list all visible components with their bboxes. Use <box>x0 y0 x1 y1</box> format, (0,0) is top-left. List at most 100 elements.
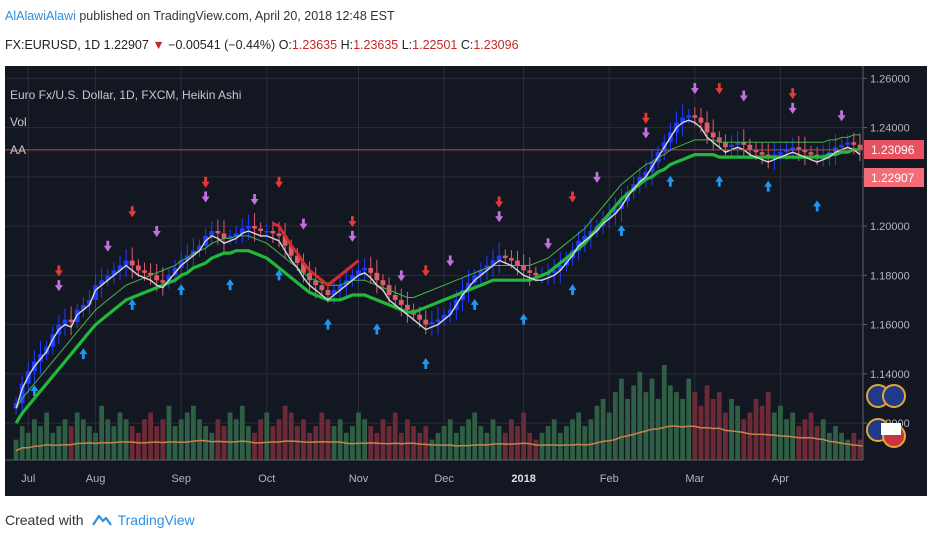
candle-body <box>692 115 698 118</box>
candle-body <box>276 233 282 236</box>
sell-arrow-icon <box>495 196 504 208</box>
volume-bar <box>62 419 68 460</box>
candle-body <box>741 142 747 145</box>
volume-bar <box>466 419 471 460</box>
candle-body <box>441 314 447 320</box>
volume-bar <box>649 378 655 460</box>
volume-bar <box>142 419 147 460</box>
signal-arrows <box>30 83 846 397</box>
candle-body <box>38 354 43 362</box>
ema-white-line <box>15 119 861 409</box>
volume-bar <box>710 398 716 460</box>
candle-body <box>307 272 312 281</box>
sell-arrow-icon <box>788 102 797 114</box>
x-tick-label: Feb <box>600 473 619 485</box>
candle-body <box>87 299 92 305</box>
event-icons[interactable] <box>866 384 906 448</box>
candle-body <box>368 267 374 273</box>
volume-bar <box>533 439 539 460</box>
candle-body <box>13 403 19 409</box>
candle-body <box>105 275 111 281</box>
candle-body <box>778 152 783 155</box>
volume-bar <box>588 419 594 460</box>
volume-bar <box>191 405 196 460</box>
volume-bar <box>233 419 239 460</box>
candle-body <box>723 142 728 148</box>
volume-bar <box>123 419 129 460</box>
volume-bar <box>582 426 588 460</box>
volume-bar <box>313 426 319 460</box>
sell-arrow-icon <box>201 176 210 188</box>
volume-bar <box>808 412 814 460</box>
volume-bar <box>117 412 123 460</box>
sell-arrow-icon <box>54 280 63 292</box>
volume-bar <box>490 419 496 460</box>
y-tick-label: 1.20000 <box>870 221 910 233</box>
flag-eu-icon-2[interactable] <box>882 384 906 408</box>
candle-body <box>417 314 423 320</box>
volume-bar <box>765 392 771 460</box>
ohlc-bar: FX:EURUSD, 1D 1.22907 ▼ −0.00541 (−0.44%… <box>5 38 519 52</box>
candle-body <box>784 149 789 153</box>
volume-bar <box>343 432 349 460</box>
candle-body <box>839 144 844 148</box>
author-link[interactable]: AlAlawiAlawi <box>5 9 76 23</box>
candle-body <box>515 260 520 266</box>
candle-body <box>704 122 710 133</box>
price-tag-upper-text: 1.23096 <box>871 143 915 157</box>
price-chart[interactable]: 1.260001.240001.220001.200001.180001.160… <box>5 66 927 496</box>
volume-bar <box>74 412 80 460</box>
sell-arrow-icon <box>544 238 553 250</box>
volume-bar <box>460 426 465 460</box>
volume-bar <box>496 426 502 460</box>
candle-body <box>619 201 624 209</box>
sell-arrow-icon <box>446 255 455 267</box>
volume-bar <box>851 432 857 460</box>
buy-arrow-icon <box>519 313 528 325</box>
candle-body <box>80 304 86 310</box>
volume-bar <box>386 426 392 460</box>
sell-arrow-icon <box>715 83 724 95</box>
volume-bar <box>25 432 31 460</box>
candle-body <box>123 260 129 266</box>
candle-body <box>496 255 502 261</box>
volume-ma-line <box>15 425 867 452</box>
volume-bar <box>667 385 673 460</box>
candle-body <box>637 176 643 185</box>
high-value: 1.23635 <box>353 38 399 52</box>
buy-arrow-icon <box>715 175 724 187</box>
volume-bar <box>576 412 582 460</box>
candle-body <box>221 233 227 239</box>
sell-arrow-icon <box>275 176 284 188</box>
candle-body <box>716 137 722 143</box>
candle-body <box>227 235 233 239</box>
candle-body <box>527 270 533 273</box>
volume-bar <box>619 378 624 460</box>
candle-body <box>270 230 276 234</box>
volume-bar <box>319 412 325 460</box>
candle-body <box>246 226 251 229</box>
volume-bar <box>643 392 649 460</box>
volume-bar <box>38 426 43 460</box>
candle-body <box>508 258 514 261</box>
x-tick-label: Mar <box>685 473 704 485</box>
volume-bar <box>288 412 294 460</box>
candle-body <box>478 270 484 276</box>
candle-body <box>551 270 557 273</box>
volume-bar <box>32 419 37 460</box>
volume-bar <box>129 426 135 460</box>
candle-body <box>490 260 496 266</box>
price-tag-lower-text: 1.22907 <box>871 171 915 185</box>
candle-body <box>331 290 337 296</box>
event-badge <box>881 423 901 435</box>
candle-body <box>117 265 123 271</box>
close-label: C: <box>460 38 474 52</box>
sell-arrow-icon <box>201 191 210 203</box>
candle-body <box>392 295 398 300</box>
buy-arrow-icon <box>813 200 822 212</box>
created-with-text: Created with <box>5 512 84 528</box>
tradingview-brand-link[interactable]: TradingView <box>117 512 195 528</box>
candle-body <box>166 275 172 283</box>
price-tag-lower <box>864 168 924 187</box>
candle-body <box>612 208 618 214</box>
